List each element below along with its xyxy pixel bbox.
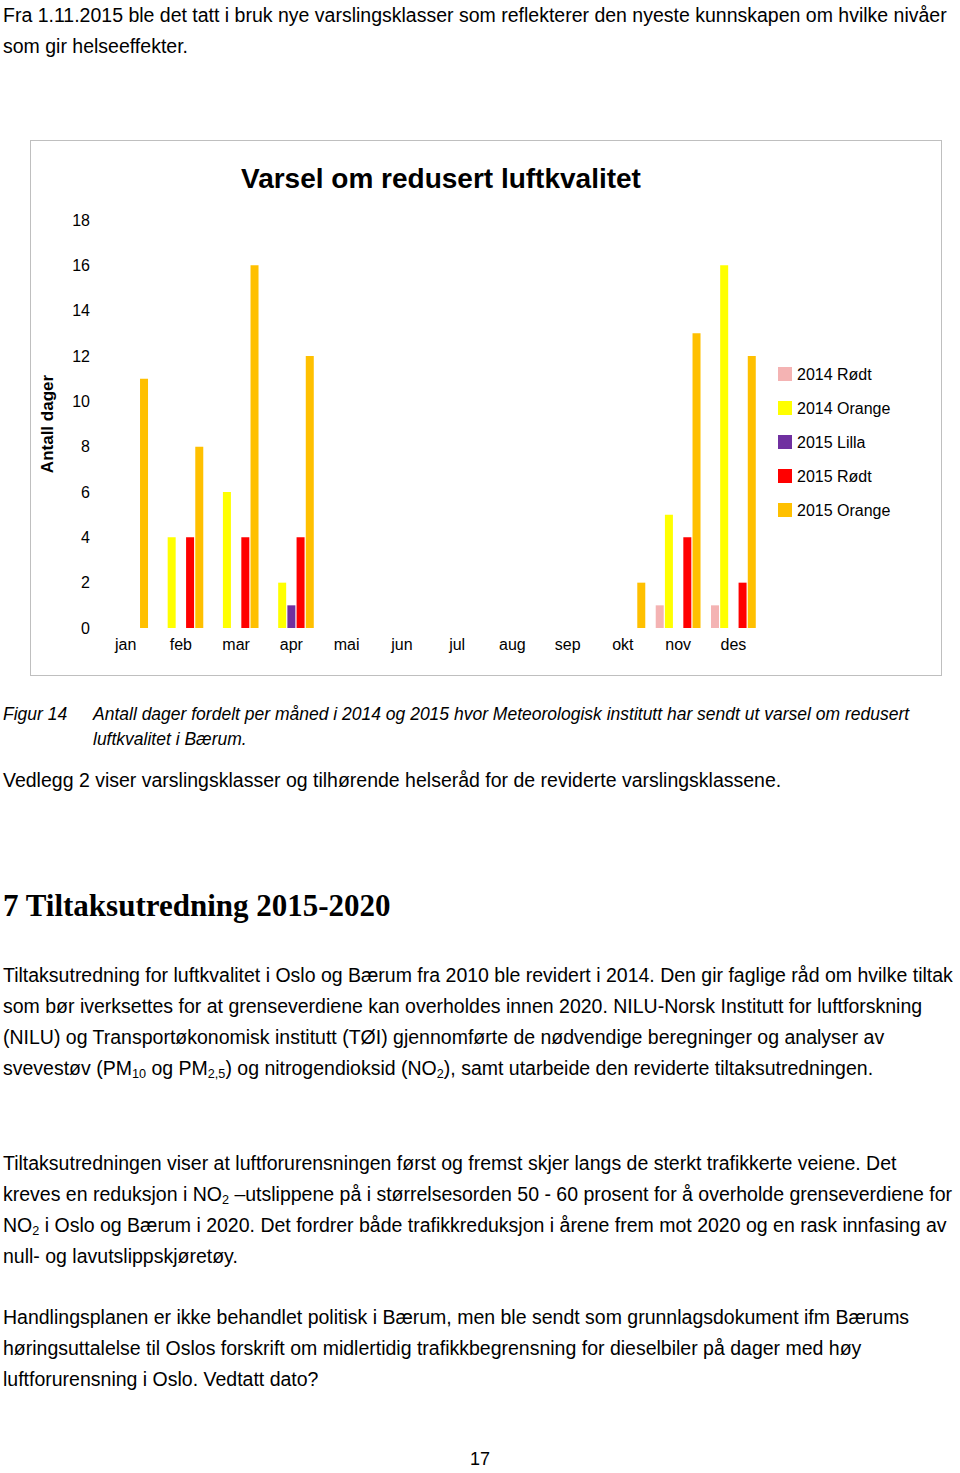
svg-text:2: 2 bbox=[81, 574, 90, 591]
svg-text:jul: jul bbox=[448, 636, 465, 653]
svg-text:feb: feb bbox=[170, 636, 192, 653]
svg-text:aug: aug bbox=[499, 636, 526, 653]
svg-text:Antall dager: Antall dager bbox=[38, 375, 57, 474]
svg-text:10: 10 bbox=[72, 393, 90, 410]
svg-text:2015 Orange: 2015 Orange bbox=[797, 502, 891, 519]
svg-text:8: 8 bbox=[81, 438, 90, 455]
svg-text:14: 14 bbox=[72, 302, 90, 319]
svg-text:4: 4 bbox=[81, 529, 90, 546]
svg-text:16: 16 bbox=[72, 257, 90, 274]
html-text:Vedlegg 2 viser varslingsklass: Vedlegg 2 viser varslingsklasser og tilh… bbox=[3, 769, 782, 791]
svg-text:2014 Orange: 2014 Orange bbox=[797, 400, 891, 417]
svg-text:sep: sep bbox=[555, 636, 581, 653]
svg-text:2015 Rødt: 2015 Rødt bbox=[797, 468, 872, 485]
html-text:Tiltaksutredningen viser at lu: Tiltaksutredningen viser at luftforurens… bbox=[3, 1152, 952, 1267]
svg-text:nov: nov bbox=[665, 636, 691, 653]
svg-text:jun: jun bbox=[390, 636, 412, 653]
html-text:Figur 14: Figur 14 bbox=[3, 704, 68, 724]
svg-text:2014 Rødt: 2014 Rødt bbox=[797, 366, 872, 383]
html-text:17: 17 bbox=[470, 1449, 490, 1469]
svg-text:18: 18 bbox=[72, 212, 90, 229]
svg-text:0: 0 bbox=[81, 620, 90, 637]
html-text:Handlingsplanen er ikke behand: Handlingsplanen er ikke behandlet politi… bbox=[3, 1306, 910, 1390]
svg-text:mai: mai bbox=[334, 636, 360, 653]
html-text:Fra 1.11.2015 ble det tatt i b: Fra 1.11.2015 ble det tatt i bruk nye va… bbox=[3, 4, 947, 57]
svg-text:2015 Lilla: 2015 Lilla bbox=[797, 434, 866, 451]
svg-text:Varsel om redusert luftkvalite: Varsel om redusert luftkvalitet bbox=[241, 163, 641, 194]
svg-text:jan: jan bbox=[114, 636, 136, 653]
svg-text:6: 6 bbox=[81, 484, 90, 501]
svg-text:okt: okt bbox=[612, 636, 634, 653]
svg-text:des: des bbox=[720, 636, 746, 653]
html-text:Antall dager fordelt per måned: Antall dager fordelt per måned i 2014 og… bbox=[93, 704, 910, 749]
svg-text:mar: mar bbox=[222, 636, 250, 653]
html-text:7 Tiltaksutredning 2015-2020: 7 Tiltaksutredning 2015-2020 bbox=[3, 888, 391, 923]
svg-text:apr: apr bbox=[280, 636, 304, 653]
svg-text:12: 12 bbox=[72, 348, 90, 365]
html-text:Tiltaksutredning for luftkvali: Tiltaksutredning for luftkvalitet i Oslo… bbox=[3, 964, 953, 1082]
